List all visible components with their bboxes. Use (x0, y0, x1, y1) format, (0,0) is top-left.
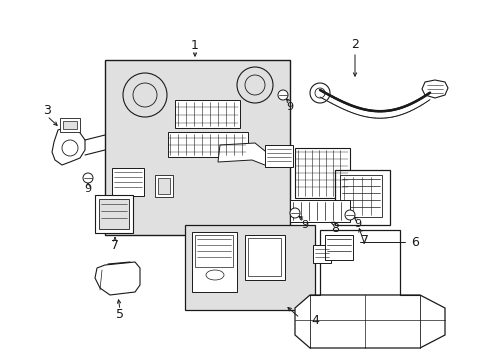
Text: 7: 7 (111, 239, 119, 252)
Bar (95, 195, 133, 233)
Bar (195, 235, 232, 267)
Circle shape (309, 83, 329, 103)
Bar (99, 199, 129, 229)
Text: 5: 5 (116, 309, 124, 321)
Circle shape (345, 210, 354, 220)
Circle shape (237, 67, 272, 103)
Bar (192, 232, 237, 292)
Circle shape (314, 88, 325, 98)
Text: 7: 7 (360, 234, 368, 247)
Circle shape (83, 173, 93, 183)
Text: 1: 1 (191, 39, 199, 51)
Bar (175, 100, 240, 128)
Polygon shape (421, 80, 447, 98)
Bar (168, 132, 247, 157)
Bar (158, 178, 170, 194)
Bar (339, 175, 381, 217)
Bar (105, 60, 289, 235)
Bar (289, 200, 349, 222)
Bar (294, 148, 349, 198)
Bar (244, 235, 285, 280)
Circle shape (244, 75, 264, 95)
Polygon shape (294, 295, 444, 348)
Text: 9: 9 (84, 184, 91, 194)
Bar (325, 235, 352, 260)
Ellipse shape (205, 270, 224, 280)
Text: 3: 3 (43, 104, 51, 117)
Circle shape (289, 208, 299, 218)
Bar (184, 225, 314, 310)
Text: 2: 2 (350, 37, 358, 50)
Bar (312, 245, 330, 263)
Text: 8: 8 (330, 221, 338, 234)
Bar (112, 168, 143, 196)
Polygon shape (218, 143, 285, 167)
Circle shape (278, 90, 287, 100)
Text: 9: 9 (286, 102, 293, 112)
Text: 9: 9 (354, 219, 361, 229)
Text: 9: 9 (301, 220, 308, 230)
Bar (60, 118, 80, 132)
Bar (155, 175, 173, 197)
Polygon shape (95, 262, 140, 295)
Bar (264, 145, 292, 167)
Bar (319, 230, 399, 295)
Bar (334, 170, 389, 225)
Bar (247, 238, 281, 276)
Circle shape (133, 83, 157, 107)
Text: 6: 6 (410, 235, 418, 248)
Circle shape (62, 140, 78, 156)
Text: 4: 4 (310, 314, 318, 327)
Circle shape (123, 73, 167, 117)
Bar (63, 121, 77, 129)
Polygon shape (52, 127, 85, 165)
